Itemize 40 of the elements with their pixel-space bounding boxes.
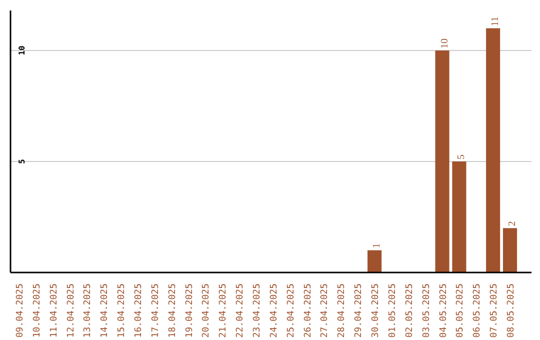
bar xyxy=(486,28,500,272)
data-label: 5 xyxy=(456,154,468,160)
x-tick-label: 29.04.2025 xyxy=(354,283,364,338)
x-tick-label: 18.04.2025 xyxy=(168,283,178,338)
x-tick-label: 23.04.2025 xyxy=(252,283,263,338)
x-tick-label: 02.05.2025 xyxy=(404,283,415,338)
x-tick-label: 01.05.2025 xyxy=(388,283,398,338)
x-tick-label: 21.04.2025 xyxy=(218,283,229,338)
x-tick-label: 04.05.2025 xyxy=(438,283,449,338)
bar xyxy=(368,250,382,272)
bar xyxy=(435,50,450,272)
x-tick-label: 08.05.2025 xyxy=(506,283,516,338)
bar xyxy=(502,228,518,272)
x-tick-label: 05.05.2025 xyxy=(456,283,466,338)
x-tick-label: 20.04.2025 xyxy=(202,283,212,338)
x-tick-label: 17.04.2025 xyxy=(150,283,161,338)
data-label: 1 xyxy=(372,243,383,248)
data-label: 11 xyxy=(490,16,502,26)
x-tick-label: 16.04.2025 xyxy=(134,283,144,338)
x-tick-label: 06.05.2025 xyxy=(472,283,483,338)
x-tick-label: 15.04.2025 xyxy=(117,283,128,338)
x-tick-label: 03.05.2025 xyxy=(422,283,432,338)
x-tick-label: 26.04.2025 xyxy=(303,283,314,338)
data-label: 2 xyxy=(506,221,518,226)
x-tick-label: 11.04.2025 xyxy=(49,283,60,338)
x-tick-label: 12.04.2025 xyxy=(66,283,76,338)
bar xyxy=(452,161,466,272)
x-tick-label: 28.04.2025 xyxy=(337,283,348,338)
x-tick-label: 09.04.2025 xyxy=(15,283,26,338)
x-tick-label: 30.04.2025 xyxy=(371,283,382,338)
x-tick-label: 22.04.2025 xyxy=(236,283,246,338)
x-tick-label: 19.04.2025 xyxy=(184,283,195,338)
x-tick-label: 10.04.2025 xyxy=(32,283,42,338)
x-tick-label: 25.04.2025 xyxy=(286,283,296,338)
x-tick-label: 24.04.2025 xyxy=(269,283,280,338)
x-tick-label: 13.04.2025 xyxy=(83,283,94,338)
x-tick-label: 07.05.2025 xyxy=(490,283,500,338)
data-label: 10 xyxy=(439,38,450,48)
x-tick-label: 14.04.2025 xyxy=(100,283,110,338)
x-tick-label: 27.04.2025 xyxy=(320,283,330,338)
